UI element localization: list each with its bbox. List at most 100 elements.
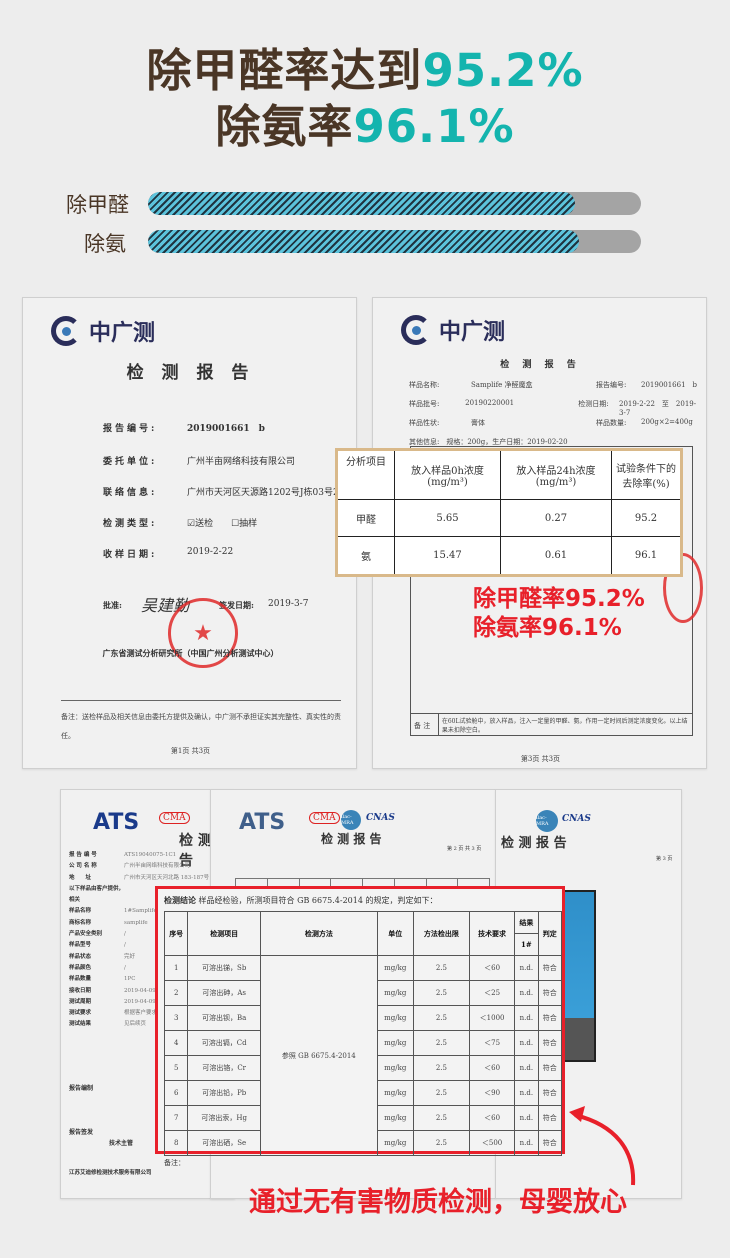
sample-field-row: 测试周期 2019-04-09 [69, 997, 209, 1008]
cell: 可溶出汞，Hg [187, 1105, 261, 1131]
sample-field-row: 样品颜色 / [69, 963, 209, 974]
note: 备注：送检样品及相关信息由委托方提供及确认，中广测不承担证实其完整性、真实性的责… [61, 700, 341, 742]
header-cell: 试验条件下的去除率(%) [611, 449, 682, 500]
page-number: 第3页 共3页 [520, 755, 561, 763]
cell: 符合 [537, 1080, 563, 1106]
table-row: 4 可溶出镉，Cd mg/kg 2.5 ＜75 n.d. 符合 [163, 1030, 563, 1056]
field-value: ☑送检 ☐抽样 [187, 519, 258, 529]
info-value: 2019-2-22 至 2019-3-7 [619, 400, 697, 417]
cell: mg/kg [376, 955, 414, 981]
field-key: 以下样品由客户提供，相关 [69, 885, 125, 904]
cell: mg/kg [376, 1055, 414, 1081]
info-row: 样品名称: Samplife 净醛魔盒 报告编号: 2019001661 b [409, 380, 699, 399]
field-value: samplife [124, 919, 148, 926]
field-key: 报告编号: [103, 424, 158, 434]
table-row: 氨 15.47 0.61 96.1 [336, 536, 682, 576]
table-header: 分析项目 放入样品0h浓度 (mg/m³) 放入样品24h浓度 (mg/m³) 试验条… [336, 449, 682, 500]
callout-line: 除氨率96.1% [473, 615, 622, 641]
cell: 2.5 [412, 1030, 470, 1056]
info-value: 2019001661 b [641, 381, 698, 389]
cell: ＜60 [468, 1055, 516, 1081]
header-cell: 检测方法 [260, 911, 378, 956]
issue-date: 2019-3-7 [268, 599, 309, 609]
conclusion-label: 检测结论 [164, 895, 196, 905]
field-key: 样品名称 [69, 908, 92, 915]
cell: 15.47 [394, 536, 501, 576]
logo: 中广测 [51, 315, 155, 347]
cell: 2 [163, 980, 189, 1006]
sample-field-row: 测试结果 见后续页 [69, 1019, 209, 1030]
cell: ＜60 [468, 1105, 516, 1131]
header-cell: 单位 [376, 911, 414, 956]
cell: n.d. [514, 1130, 539, 1156]
field-key: 样品颜色 [69, 964, 92, 971]
page-number: 第 2 页 共 3 页 [447, 846, 482, 852]
progress-bar-formaldehyde [148, 192, 641, 215]
field-value: 完好 [124, 953, 136, 960]
field-value: 1#Samplife [124, 908, 157, 915]
info-key: 样品名称: [409, 381, 440, 389]
remark-text: 在60L试验舱中，放入样品，注入一定量的甲醛、氨，作用一定时间后测定浓度变化。以… [441, 718, 688, 734]
remark: 备注： [164, 1159, 185, 1167]
cell: n.d. [514, 980, 539, 1006]
field-key: 产品安全类别 [69, 931, 103, 938]
cell: 2.5 [412, 980, 470, 1006]
field-value: 广州半亩网络科技有限公司 [124, 863, 191, 870]
field-row: 收样日期: 2019-2-22 [103, 547, 356, 578]
field-row: 联络信息: 广州市天河区天源路1202号J栋03号2526 [103, 485, 356, 516]
info-key: 检测日期: [578, 400, 609, 408]
field-row: 报告编号: 2019001661 b [103, 421, 356, 454]
cell: 可溶出钡，Ba [187, 1005, 261, 1031]
sample-info: 样品名称: Samplife 净醛魔盒 报告编号: 2019001661 b 样品批号… [409, 380, 699, 447]
field-key: 商标名称 [69, 919, 92, 926]
logo-text: 中广测 [439, 319, 506, 345]
logo: 中广测 [401, 314, 505, 346]
cnas-logo: CNAS [366, 813, 395, 823]
info-row: 样品批号: 20190220001 检测日期: 2019-2-22 至 2019-3-… [409, 399, 699, 418]
sample-field-row: 以下样品由客户提供，相关 [69, 884, 209, 907]
compliance-table: 序号 检测项目 检测方法 单位 方法检出限 技术要求 结果 判定 1# 1 可溶出锑，Sb 参照 … [163, 911, 563, 1156]
conclusion-text: 样品经检验，所测项目符合 GB 6675.4-2014 的规定，判定如下： [198, 896, 438, 905]
field-value: / [124, 931, 126, 938]
field-row: 委托单位: 广州半亩网络科技有限公司 [103, 454, 356, 485]
magnifier-logo-icon [401, 315, 431, 345]
cell: ＜90 [468, 1080, 516, 1106]
cell: mg/kg [376, 1105, 414, 1131]
report-title: 检 测 报 告 [126, 363, 255, 383]
cell: n.d. [514, 1105, 539, 1131]
field-key: 联络信息: [103, 488, 158, 498]
header-cell: 1# [514, 933, 539, 956]
cell: 可溶出镉，Cd [187, 1030, 261, 1056]
remark-label: 备 注 [410, 714, 439, 736]
info-key: 样品性状: [409, 419, 440, 427]
field-value: 1PC [124, 976, 136, 983]
cell: 甲醛 [336, 498, 395, 538]
company-name: 江苏艾迪修检测技术服务有限公司 [69, 1170, 152, 1176]
report-title: 检 测 报 告 [500, 360, 581, 370]
remark-row: 备 注在60L试验舱中，放入样品，注入一定量的甲醛、氨，作用一定时间后测定浓度变… [410, 713, 693, 736]
note-text: 备注：送检样品及相关信息由委托方提供及确认，中广测不承担证实其完整性、真实性的责… [61, 713, 341, 740]
cell: n.d. [514, 1055, 539, 1081]
approve-label: 批准: [103, 600, 122, 610]
page-number: 第 3 页 [656, 856, 673, 862]
cell: 氨 [336, 536, 395, 576]
field-value: / [124, 942, 126, 949]
cell: n.d. [514, 1005, 539, 1031]
field-value: 2019-04-09 [124, 987, 156, 994]
field-key: 接收日期 [69, 987, 92, 994]
header-cell: 分析项目 [336, 449, 395, 500]
cell: 可溶出砷，As [187, 980, 261, 1006]
cell: 3 [163, 1005, 189, 1031]
sample-field-row: 产品安全类别 / [69, 929, 209, 940]
caption: 通过无有害物质检测，母婴放心 [249, 1187, 627, 1218]
progress-bar-ammonia [148, 230, 641, 253]
method-cell: 参照 GB 6675.4-2014 [260, 955, 378, 1156]
cell: n.d. [514, 1030, 539, 1056]
cell: 2.5 [412, 1055, 470, 1081]
cell: 2.5 [412, 1105, 470, 1131]
headline-text: 除氨率 [215, 100, 354, 153]
issued-label: 报告签发 [69, 1129, 94, 1136]
tech-label: 技术主管 [109, 1140, 134, 1147]
cell: ＜60 [468, 955, 516, 981]
sample-field-row: 样品名称 1#Samplife [69, 906, 209, 917]
